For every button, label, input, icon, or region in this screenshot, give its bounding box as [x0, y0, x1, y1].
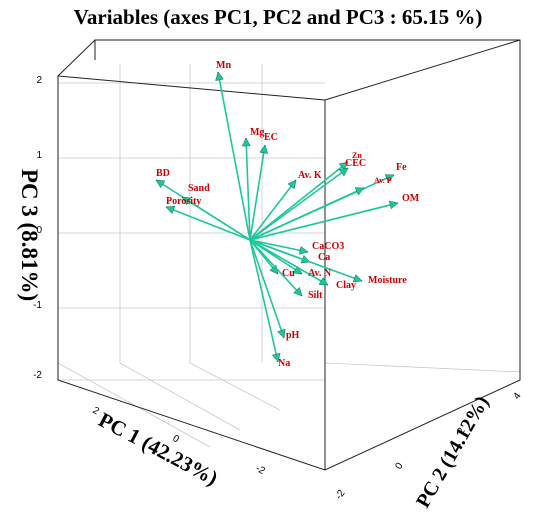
variable-vectors	[155, 71, 399, 363]
variable-label: Sand	[188, 183, 210, 194]
pc2-axis-title: PC 2 (14.12%)	[412, 392, 494, 511]
variable-label: Ca	[318, 252, 330, 263]
variable-label: Mg	[250, 127, 264, 138]
pc3-tick: -2	[33, 370, 42, 381]
pc1-tick: 2	[91, 405, 102, 418]
pc3-ticks: 2 1 0 -1 -2	[33, 75, 42, 381]
vector-line	[249, 239, 309, 253]
variable-label: Moisture	[368, 275, 407, 286]
pc2-tick: 0	[393, 460, 405, 471]
vector-arrowhead	[338, 167, 349, 177]
pc2-tick: 2	[455, 425, 467, 436]
vector-arrowhead	[293, 286, 303, 297]
variable-label: Cu	[282, 268, 295, 279]
pc1-axis-title: PC 1 (42.23%)	[95, 407, 222, 490]
vector-arrowhead	[165, 205, 176, 215]
vector-arrowhead	[287, 179, 297, 190]
pc3-tick: -1	[33, 300, 42, 311]
pc2-tick: 4	[511, 390, 523, 401]
grid-lines	[57, 64, 521, 448]
vector-line	[249, 167, 349, 241]
vector-line	[245, 137, 251, 241]
variable-label: EC	[264, 132, 278, 143]
vector-arrowhead	[292, 265, 303, 275]
vector-line	[249, 239, 285, 339]
vector-line	[249, 161, 349, 241]
variable-label: Av. K	[298, 170, 322, 181]
vector-line	[249, 144, 266, 241]
vector-arrowhead	[271, 352, 281, 363]
pc2-tick: -2	[333, 488, 347, 502]
variable-label: BD	[156, 168, 170, 179]
variable-label: Porosity	[166, 196, 201, 207]
pc3-tick: 1	[36, 150, 42, 161]
chart-title: Variables (axes PC1, PC2 and PC3 : 65.15…	[74, 5, 483, 29]
vector-arrowhead	[384, 174, 395, 183]
vector-arrowhead	[155, 179, 166, 189]
vector-line	[249, 187, 365, 241]
variable-label: CaCO3	[312, 241, 344, 252]
vector-line	[165, 206, 251, 241]
vector-arrowhead	[259, 144, 269, 154]
vector-line	[181, 196, 251, 241]
vector-arrowhead	[388, 200, 399, 210]
vector-arrowhead	[318, 277, 329, 286]
pc1-tick: -2	[254, 463, 268, 477]
vector-line	[249, 239, 303, 297]
variable-label: Zn	[352, 151, 362, 160]
vector-arrowhead	[241, 137, 251, 147]
vector-arrowhead	[277, 328, 286, 339]
vector-line	[249, 239, 363, 282]
variable-label: OM	[402, 193, 420, 204]
vector-arrowhead	[354, 187, 365, 196]
variable-label: Silt	[308, 290, 323, 301]
variable-label: Mn	[216, 60, 231, 71]
vector-arrowhead	[181, 196, 192, 206]
pc3-tick: 2	[36, 75, 42, 86]
variable-label: Av. P	[374, 176, 392, 185]
variable-label: Clay	[336, 280, 356, 291]
variable-label: Av. N	[308, 268, 332, 279]
pc3-tick: 0	[36, 225, 42, 236]
pc3-axis-title: PC 3 (8.81%)	[17, 169, 42, 301]
pc1-tick: 0	[171, 433, 182, 446]
variable-label: Fe	[396, 162, 407, 173]
vector-arrowhead	[299, 246, 309, 255]
variable-label: pH	[286, 330, 300, 341]
vector-line	[249, 202, 399, 241]
vector-arrowhead	[215, 71, 224, 81]
variable-label: CEC	[345, 158, 366, 169]
vector-line	[217, 71, 251, 241]
vector-line	[249, 179, 297, 241]
vector-line	[249, 239, 329, 286]
variable-label: Na	[278, 358, 290, 369]
vector-arrowhead	[338, 161, 349, 171]
vector-line	[249, 239, 279, 363]
vector-arrowhead	[352, 274, 363, 283]
